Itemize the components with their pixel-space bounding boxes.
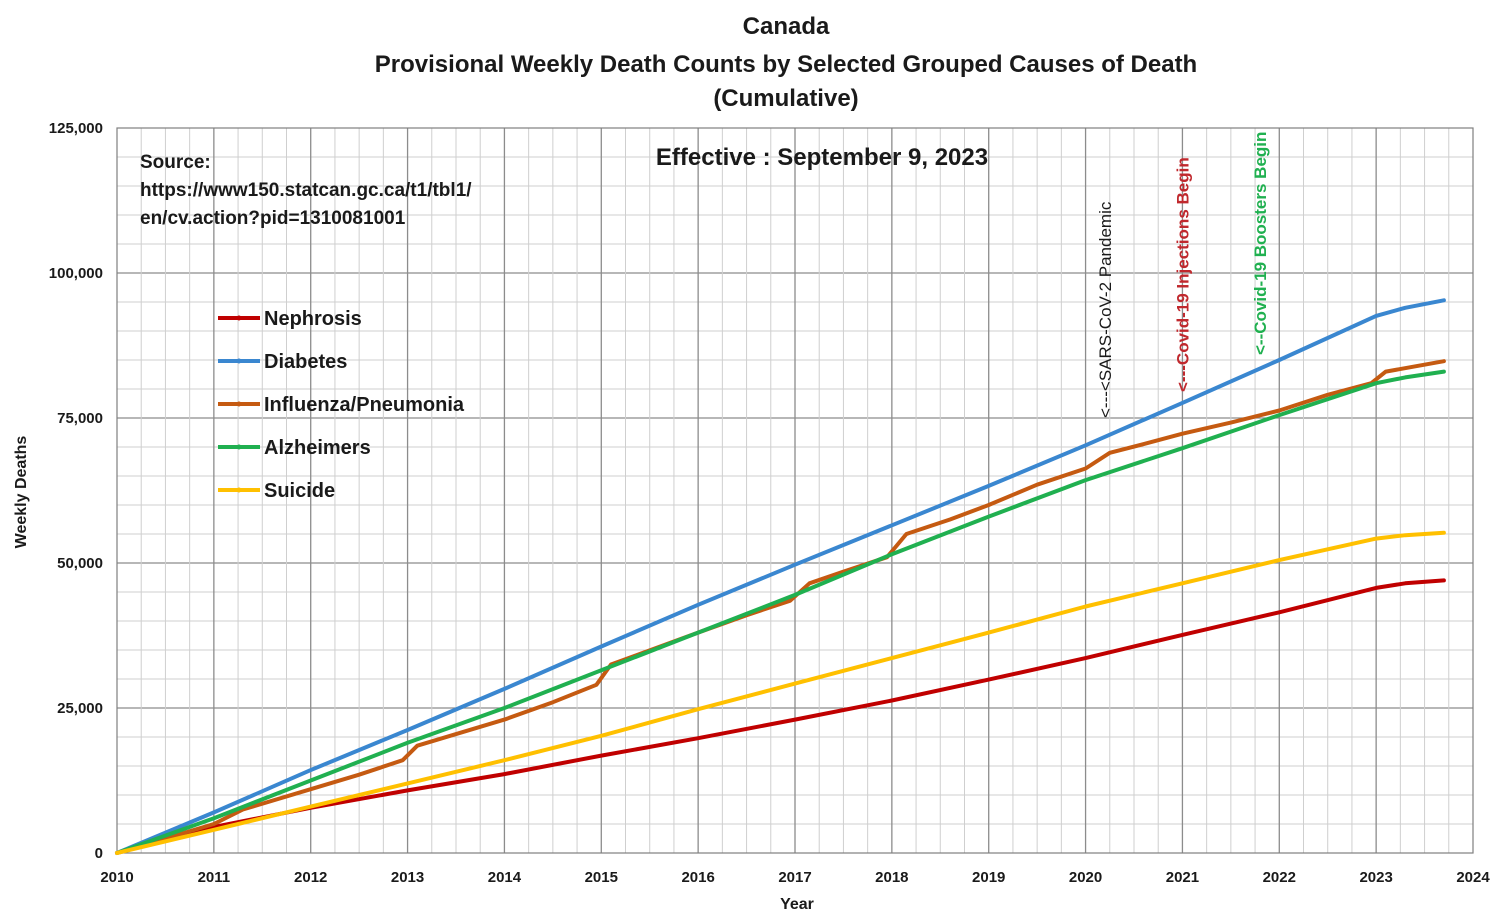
legend-entry: Alzheimers xyxy=(264,437,371,459)
x-axis-ticks: 2010 2011 2012 2013 2014 2015 2016 2017 2018 2019… xyxy=(100,869,1490,886)
x-tick-label: 2010 xyxy=(100,869,133,886)
x-tick-label: 2019 xyxy=(972,869,1005,886)
legend-entry: Influenza/Pneumonia xyxy=(264,394,465,416)
legend-entry: Suicide xyxy=(264,480,335,502)
x-tick-label: 2024 xyxy=(1456,869,1490,886)
x-tick-label: 2014 xyxy=(488,869,522,886)
legend-marker xyxy=(236,358,242,364)
x-tick-label: 2011 xyxy=(198,869,231,886)
series-line-alzheimers xyxy=(115,369,1446,855)
series-line-nephrosis xyxy=(115,578,1446,855)
annotations: <---<SARS-CoV-2 Pandemic <---Covid-19 Inj… xyxy=(1096,132,1270,418)
legend-marker xyxy=(236,401,242,407)
series-line-suicide xyxy=(115,530,1446,855)
x-tick-label: 2023 xyxy=(1359,869,1392,886)
chart-title-line-1: Canada xyxy=(743,13,830,40)
y-tick-label: 75,000 xyxy=(57,410,103,427)
x-tick-label: 2018 xyxy=(875,869,908,886)
y-tick-label: 0 xyxy=(95,845,103,862)
x-tick-label: 2021 xyxy=(1166,869,1199,886)
y-tick-label: 50,000 xyxy=(57,555,103,572)
legend-entry: Nephrosis xyxy=(264,308,362,330)
chart-title-line-2: Provisional Weekly Death Counts by Selec… xyxy=(375,51,1197,78)
annotation-label: <---<SARS-CoV-2 Pandemic xyxy=(1096,201,1115,418)
source-label: Source: xyxy=(140,152,211,173)
x-tick-label: 2022 xyxy=(1263,869,1296,886)
legend-marker xyxy=(236,444,242,450)
effective-date: Effective : September 9, 2023 xyxy=(656,144,988,171)
x-tick-label: 2016 xyxy=(681,869,714,886)
legend-entry: Diabetes xyxy=(264,351,347,373)
x-tick-label: 2013 xyxy=(391,869,424,886)
legend-marker xyxy=(236,315,242,321)
y-axis-ticks: 0 25,000 50,000 75,000 100,000 125,000 xyxy=(49,120,103,862)
series-line-diabetes xyxy=(115,298,1446,855)
chart-title-line-3: (Cumulative) xyxy=(713,85,858,112)
y-tick-label: 100,000 xyxy=(49,265,103,282)
plot-frame xyxy=(116,127,1474,854)
y-tick-label: 125,000 xyxy=(49,120,103,137)
x-tick-label: 2020 xyxy=(1069,869,1102,886)
annotation-label: <--Covid-19 Boosters Begin xyxy=(1251,132,1270,355)
legend: Nephrosis Diabetes Influenza/Pneumonia Alzh… xyxy=(218,308,465,502)
series-lines xyxy=(115,298,1446,855)
x-tick-label: 2015 xyxy=(585,869,618,886)
y-axis-label: Weekly Deaths xyxy=(13,436,30,549)
annotation-label: <---Covid-19 Injections Begin xyxy=(1173,157,1192,392)
x-tick-label: 2012 xyxy=(294,869,327,886)
source-url-line-2: en/cv.action?pid=1310081001 xyxy=(140,208,406,229)
x-axis-label: Year xyxy=(780,896,814,913)
source-url-line-1: https://www150.statcan.gc.ca/t1/tbl1/ xyxy=(140,180,472,201)
legend-marker xyxy=(236,487,242,493)
y-tick-label: 25,000 xyxy=(57,700,103,717)
x-tick-label: 2017 xyxy=(778,869,811,886)
series-line-influenza-pneumonia xyxy=(115,359,1446,855)
